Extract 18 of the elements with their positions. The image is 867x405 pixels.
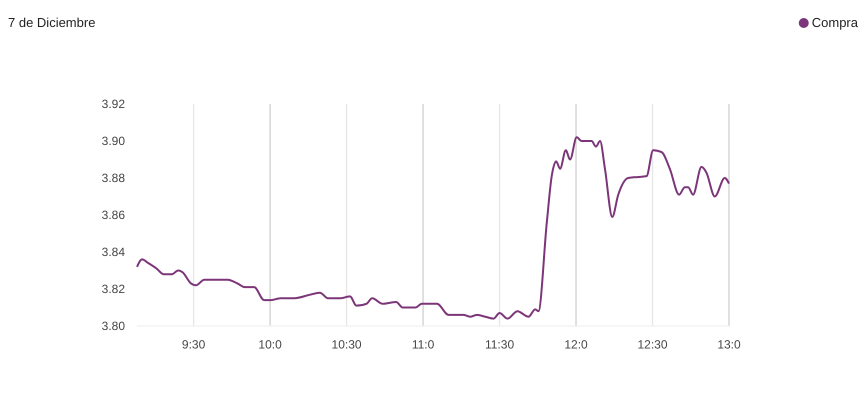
x-tick-label: 13:0	[717, 338, 741, 352]
x-tick-label: 11:0	[412, 338, 435, 352]
x-tick-label: 12:0	[564, 338, 588, 352]
x-tick-label: 11:30	[484, 338, 514, 352]
x-tick-label: 12:30	[638, 338, 668, 352]
chart-title: 7 de Diciembre	[8, 15, 96, 30]
line-series	[136, 136, 730, 320]
y-tick-label: 3.86	[102, 208, 126, 222]
y-tick-label: 3.90	[102, 134, 126, 148]
x-tick-label: 9:30	[182, 338, 206, 352]
y-tick-label: 3.92	[102, 96, 126, 111]
y-tick-label: 3.82	[102, 282, 126, 296]
x-tick-label: 10:0	[258, 338, 282, 352]
y-tick-label: 3.80	[102, 318, 126, 333]
y-tick-label: 3.84	[102, 244, 126, 259]
x-tick-label: 10:30	[332, 338, 362, 352]
legend-label: Compra	[812, 15, 859, 30]
y-tick-label: 3.88	[102, 170, 126, 185]
